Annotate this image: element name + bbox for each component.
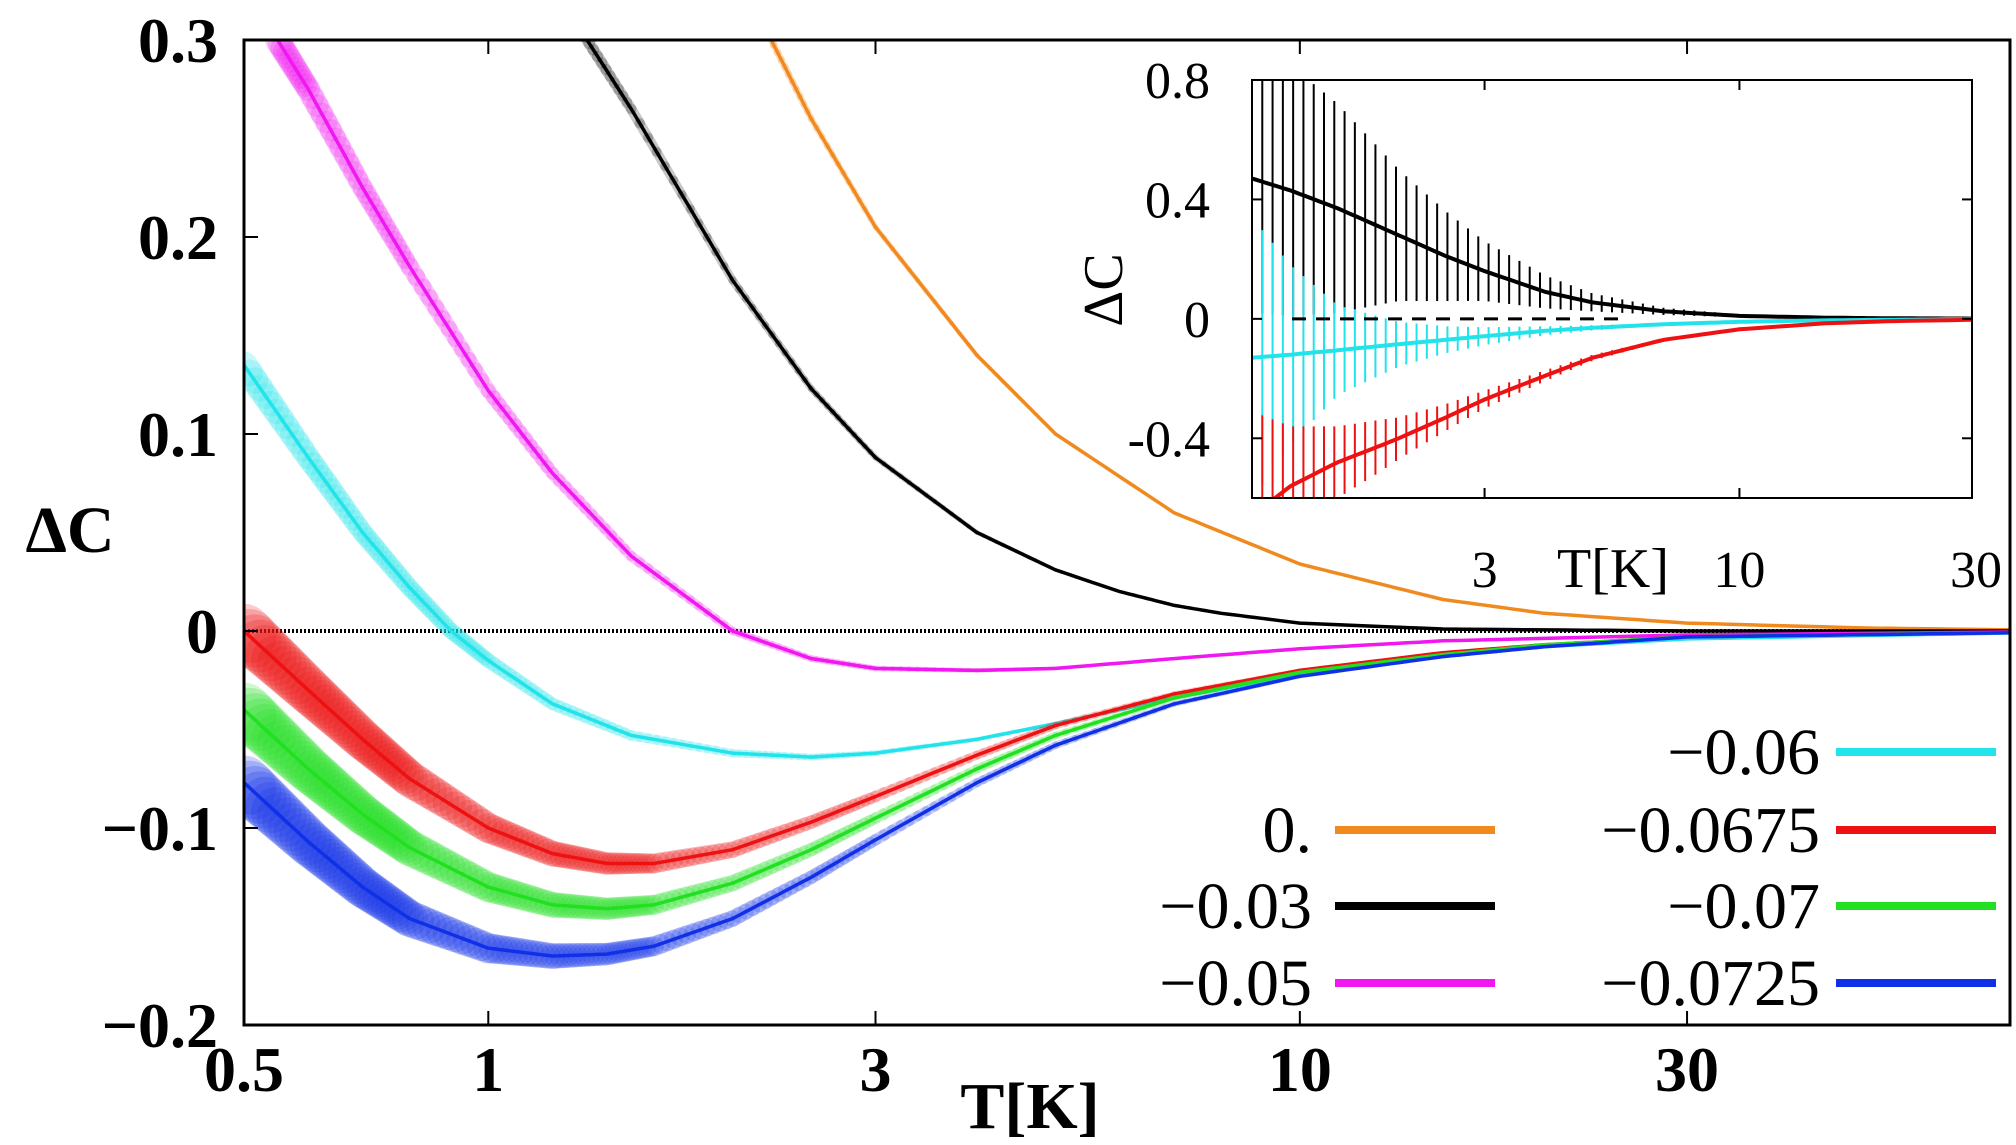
main-series-line: [585, 40, 2010, 633]
legend: 0.−0.03−0.05 −0.06−0.0675−0.07−0.0725: [1159, 716, 1996, 1020]
main-x-tick-label: 3: [860, 1034, 892, 1105]
main-y-tick-label: −0.2: [102, 990, 218, 1061]
legend-label: −0.07: [1667, 870, 1820, 943]
inset-y-tick-label: 0.4: [1145, 172, 1210, 229]
main-series-6: [244, 631, 2010, 969]
main-plot-series: [244, 40, 2010, 969]
main-x-tick-label: 0.5: [204, 1034, 284, 1105]
main-series-line: [244, 631, 2010, 958]
main-y-tick-label: 0: [186, 596, 218, 667]
main-plot-frame: [242, 38, 2012, 1027]
main-series-line: [244, 630, 2010, 911]
main-series-1: [580, 40, 2010, 633]
legend-label: −0.05: [1159, 947, 1312, 1020]
main-series-4: [244, 603, 2010, 875]
main-series-5: [244, 630, 2010, 921]
main-series-line: [244, 629, 2010, 866]
main-series-line: [276, 40, 2010, 673]
main-y-tick-label: 0.2: [138, 202, 218, 273]
inset-y-tick-label: 0: [1184, 292, 1210, 349]
main-series-band-segment: [580, 40, 590, 43]
inset-series-line-2: [1271, 317, 1972, 498]
inset-plot-series: [1252, 80, 1972, 498]
inset-series-line-0: [1252, 176, 1972, 321]
inset-y-axis-label: ΔC: [1073, 253, 1135, 326]
main-series-0: [767, 40, 2010, 632]
main-axis-ticks: 0.5 1 3 10 30−0.2−0.100.10.20.3: [102, 5, 1720, 1105]
main-series-band-segment: [767, 40, 773, 42]
inset-background: [1252, 80, 1972, 498]
main-series-2: [265, 40, 2010, 673]
inset-series-line-1: [1252, 317, 1972, 360]
legend-label: −0.0725: [1601, 947, 1820, 1020]
inset-x-tick-label: 30: [1950, 542, 2002, 599]
inset-x-axis-label: T[K]: [1557, 538, 1669, 600]
main-x-tick-label: 10: [1268, 1034, 1332, 1105]
inset-plot-frame: [1251, 79, 1973, 499]
main-x-tick-label: 1: [472, 1034, 504, 1105]
main-x-axis-label: T[K]: [960, 1070, 1099, 1143]
inset-x-tick-label: 3: [1472, 542, 1498, 599]
legend-label: −0.03: [1159, 870, 1312, 943]
main-x-tick-label: 30: [1655, 1034, 1719, 1105]
inset-y-tick-label: -0.4: [1128, 411, 1210, 468]
inset-chart: 3 10 30 0.8 0.4 0 -0.4 T[K] ΔC: [1073, 53, 2002, 600]
main-y-tick-label: −0.1: [102, 793, 218, 864]
inset-axis-ticks: 3 10 30 0.8 0.4 0 -0.4: [1128, 53, 2002, 599]
main-y-tick-label: 0.1: [138, 399, 218, 470]
inset-x-tick-label: 10: [1713, 542, 1765, 599]
inset-y-tick-label: 0.8: [1145, 53, 1210, 110]
main-series-3: [244, 351, 2010, 761]
main-series-line: [769, 40, 2010, 632]
legend-label: −0.06: [1667, 716, 1820, 789]
main-y-tick-label: 0.3: [138, 5, 218, 76]
legend-label: −0.0675: [1601, 794, 1820, 867]
main-y-axis-label: ΔC: [25, 494, 114, 567]
legend-label: 0.: [1263, 794, 1313, 867]
